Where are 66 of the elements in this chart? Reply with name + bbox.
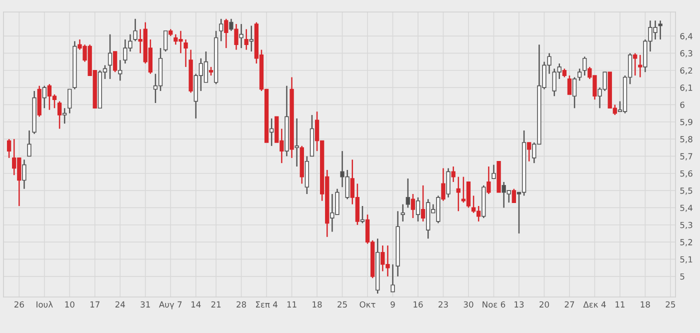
x-tick-label: Δεκ 4 xyxy=(583,301,606,308)
x-tick-label: 24 xyxy=(115,301,125,308)
y-tick-label: 5,1 xyxy=(680,256,692,264)
candlestick xyxy=(446,168,450,198)
y-tick-label: 6 xyxy=(680,102,684,108)
x-tick-label: 10 xyxy=(65,301,74,308)
x-tick-label: 17 xyxy=(90,301,100,308)
x-tick-label: Νοε 6 xyxy=(482,301,506,308)
x-tick-label: 11 xyxy=(616,301,624,308)
candlestick xyxy=(284,85,289,157)
candlestick xyxy=(239,23,244,49)
candlestick xyxy=(244,28,248,50)
y-tick-label: 6,4 xyxy=(680,33,692,40)
x-tick-label: 9 xyxy=(390,301,395,308)
x-tick-label: 14 xyxy=(191,301,201,308)
x-tick-label: Οκτ xyxy=(360,301,376,308)
x-tick-label: 20 xyxy=(540,301,549,308)
x-tick-label: 25 xyxy=(338,301,347,308)
candlestick xyxy=(249,25,254,52)
x-tick-label: 21 xyxy=(211,301,221,308)
x-tick-label: Αυγ 7 xyxy=(158,301,182,310)
x-tick-label: Ιουλ xyxy=(36,301,53,308)
y-tick-label: 6,2 xyxy=(680,67,692,75)
y-tick-label: 5,7 xyxy=(680,153,692,160)
x-tick-label: 13 xyxy=(514,301,524,308)
y-tick-label: 5,6 xyxy=(680,170,692,178)
x-tick-label: Σεπ 4 xyxy=(256,301,278,308)
y-tick-label: 5,2 xyxy=(680,239,692,246)
y-tick-label: 5,8 xyxy=(680,136,692,144)
candlestick xyxy=(456,176,460,212)
candlestick xyxy=(32,90,36,135)
candlestick xyxy=(72,40,77,90)
candlestick xyxy=(234,23,238,50)
x-tick-label: 11 xyxy=(287,301,296,308)
candlestick xyxy=(294,118,299,168)
x-tick-label: 26 xyxy=(14,301,24,308)
candlestick xyxy=(486,166,491,195)
x-tick-label: 23 xyxy=(438,301,448,308)
x-tick-label: 18 xyxy=(312,301,322,308)
candlestick xyxy=(658,20,662,40)
candlestick xyxy=(290,76,294,159)
candlestick xyxy=(638,54,642,78)
candlestick xyxy=(270,118,274,147)
candlestick xyxy=(441,168,446,202)
y-tick-label: 5 xyxy=(680,273,684,280)
y-tick-label: 5,3 xyxy=(680,222,692,230)
candlestick xyxy=(22,159,26,190)
x-tick-label: 16 xyxy=(414,301,423,308)
y-tick-label: 5,9 xyxy=(680,118,692,126)
candlestick xyxy=(118,59,122,82)
candlestick xyxy=(229,18,234,32)
x-tick-label: 25 xyxy=(666,301,676,308)
y-tick-label: 5,5 xyxy=(680,188,692,195)
candlestick xyxy=(396,210,400,278)
x-tick-label: 31 xyxy=(140,301,150,308)
y-tick-label: 6,1 xyxy=(680,84,692,92)
y-tick-label: 6,3 xyxy=(680,50,692,58)
x-tick-label: 27 xyxy=(564,301,574,308)
candlestick xyxy=(400,204,405,222)
y-tick-label: 5,4 xyxy=(680,204,692,212)
x-tick-label: 30 xyxy=(464,301,474,308)
candlestick xyxy=(184,38,188,68)
candlestick xyxy=(451,166,456,183)
x-tick-label: 18 xyxy=(640,301,650,308)
candlestick xyxy=(108,34,112,80)
x-tick-label: 28 xyxy=(236,301,246,308)
